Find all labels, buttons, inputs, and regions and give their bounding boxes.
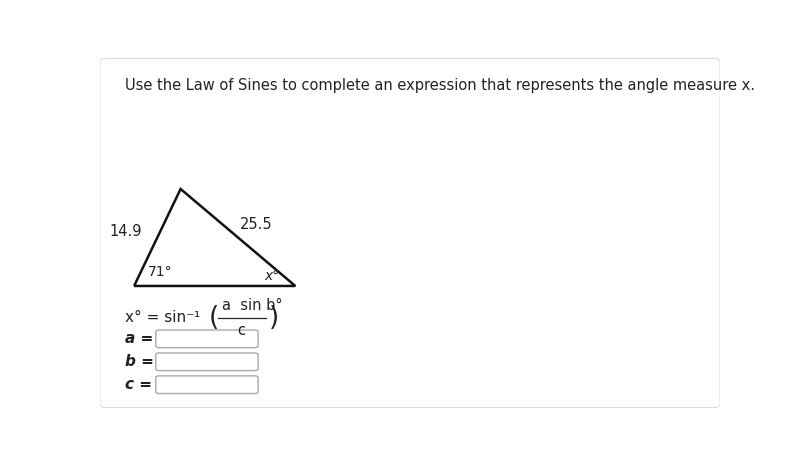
Text: ): ) xyxy=(269,305,279,331)
FancyBboxPatch shape xyxy=(156,330,258,348)
Text: c =: c = xyxy=(125,377,152,392)
Text: b =: b = xyxy=(125,354,154,369)
Text: a =: a = xyxy=(125,331,153,346)
Text: x° = sin⁻¹: x° = sin⁻¹ xyxy=(125,310,200,325)
Text: 71°: 71° xyxy=(148,265,173,279)
Text: (: ( xyxy=(209,305,218,331)
Text: x°: x° xyxy=(265,269,280,284)
Text: c: c xyxy=(238,323,246,338)
Text: Use the Law of Sines to complete an expression that represents the angle measure: Use the Law of Sines to complete an expr… xyxy=(125,78,755,93)
Text: 25.5: 25.5 xyxy=(239,217,272,232)
FancyBboxPatch shape xyxy=(156,376,258,393)
Text: a  sin b°: a sin b° xyxy=(222,298,282,313)
Text: 14.9: 14.9 xyxy=(110,224,142,239)
FancyBboxPatch shape xyxy=(156,353,258,371)
FancyBboxPatch shape xyxy=(100,59,720,408)
